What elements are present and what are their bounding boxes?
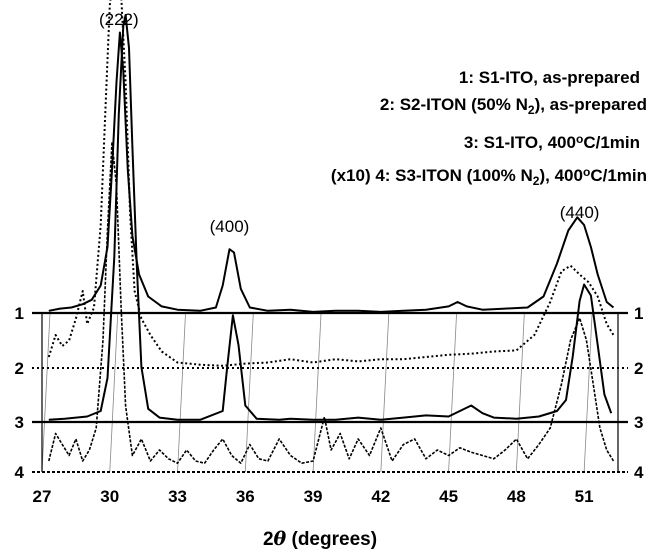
- trace-label-right-3: 3: [634, 413, 643, 432]
- legend-entry-3: 3: S1-ITO, 400oC/1min: [464, 132, 640, 152]
- baseline-layer: [32, 311, 628, 473]
- grid-layer: [41, 312, 619, 473]
- x-tick-label-48: 48: [507, 487, 526, 506]
- legend-entry-4: (x10) 4: S3-ITON (100% N2), 400oC/1min: [331, 165, 647, 188]
- peak-label-1: (400): [210, 217, 250, 236]
- trace-label-right-1: 1: [634, 304, 643, 323]
- peak-label-2: (440): [560, 203, 600, 222]
- series-layer: [47, 0, 615, 464]
- x-tick-label-42: 42: [371, 487, 390, 506]
- trace-label-right-2: 2: [634, 359, 643, 378]
- x-tick-label-39: 39: [304, 487, 323, 506]
- series-line-4: [48, 141, 615, 464]
- series-line-1: [48, 31, 615, 313]
- x-tick-label-36: 36: [236, 487, 255, 506]
- x-tick-label-51: 51: [575, 487, 594, 506]
- grid-line-48: [515, 312, 525, 473]
- legend-entry-2: 2: S2-ITON (50% N2), as-prepared: [380, 95, 647, 117]
- grid-line-39: [312, 312, 322, 473]
- series-line-3: [48, 14, 613, 421]
- grid-line-42: [380, 312, 390, 473]
- legend-entry-1: 1: S1-ITO, as-prepared: [459, 68, 640, 87]
- trace-label-left-4: 4: [15, 463, 25, 482]
- x-tick-label-27: 27: [33, 487, 52, 506]
- x-tick-label-33: 33: [168, 487, 187, 506]
- grid-line-51: [583, 312, 593, 473]
- x-tick-label-30: 30: [100, 487, 119, 506]
- x-tick-label-45: 45: [439, 487, 458, 506]
- grid-line-33: [177, 312, 186, 473]
- trace-label-right-4: 4: [634, 463, 644, 482]
- grid-line-36: [244, 312, 254, 473]
- trace-label-left-1: 1: [15, 304, 24, 323]
- trace-label-left-3: 3: [15, 413, 24, 432]
- peak-label-0: (222): [99, 10, 139, 29]
- grid-line-45: [448, 312, 457, 473]
- grid-line-30: [109, 312, 119, 473]
- grid-line-27: [41, 312, 51, 473]
- x-axis-title: 2θ (degrees): [263, 528, 377, 550]
- series-line-2: [47, 0, 615, 367]
- trace-label-left-2: 2: [15, 359, 24, 378]
